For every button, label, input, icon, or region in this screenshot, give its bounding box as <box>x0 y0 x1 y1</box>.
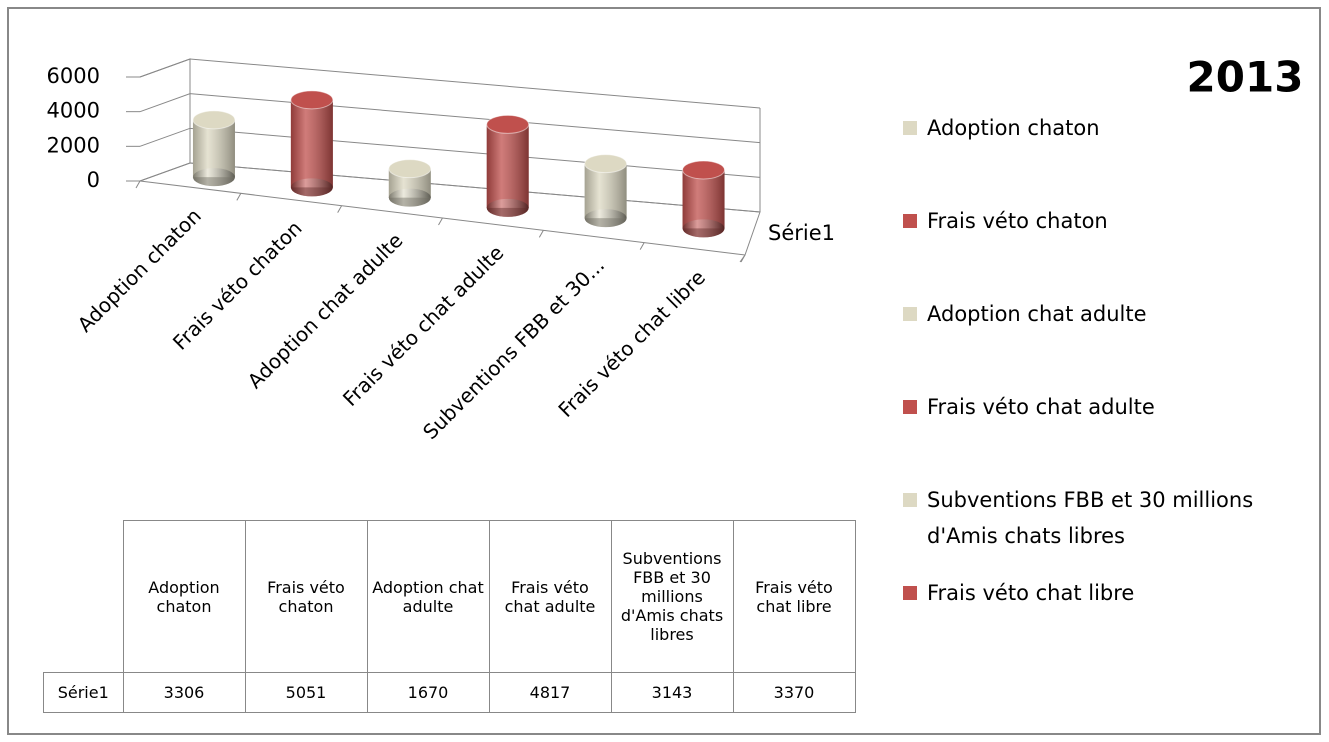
bar-top <box>290 90 334 110</box>
bar-shade <box>192 119 235 178</box>
bar-top <box>486 114 530 134</box>
legend-item: Frais véto chat libre <box>903 575 1323 611</box>
table-cell: 5051 <box>244 672 368 713</box>
legend-item: Subventions FBB et 30 millions d'Amis ch… <box>903 482 1323 554</box>
table-header-cell: Frais véto chat adulte <box>488 520 612 673</box>
table-corner <box>43 520 124 673</box>
legend-label: Frais véto chat libre <box>927 581 1135 605</box>
table-header-cell: Subventions FBB et 30 millions d'Amis ch… <box>610 520 734 673</box>
y-tick-label: 4000 <box>47 99 100 123</box>
legend-item: Frais véto chaton <box>903 203 1323 239</box>
bar-top <box>584 154 628 174</box>
legend-item: Frais véto chat adulte <box>903 389 1323 425</box>
legend-swatch <box>903 400 917 414</box>
legend-label: Adoption chat adulte <box>927 302 1147 326</box>
x-tick <box>538 230 544 238</box>
legend-item: Adoption chat adulte <box>903 296 1323 332</box>
table-header-cell: Frais véto chat libre <box>732 520 856 673</box>
grid-line <box>139 93 761 144</box>
legend-swatch <box>903 307 917 321</box>
legend-label: Frais véto chat adulte <box>927 395 1155 419</box>
bar-shade <box>682 169 725 229</box>
table-header-cell: Adoption chat adulte <box>366 520 490 673</box>
bar-base-shade <box>192 168 235 187</box>
series-axis-label: Série1 <box>768 221 835 245</box>
legend-swatch <box>903 493 917 507</box>
legend-label: Frais véto chaton <box>927 209 1108 233</box>
bar-shade <box>290 99 333 188</box>
table-header-cell: Frais véto chaton <box>244 520 368 673</box>
legend-label: Subventions FBB et 30 millions d'Amis ch… <box>927 488 1254 548</box>
bar-base-shade <box>682 219 725 238</box>
y-tick-label: 2000 <box>47 133 100 157</box>
table-row: Série1 3306 5051 1670 4817 3143 3370 <box>43 672 856 713</box>
grid-line <box>139 162 761 213</box>
table-header-cell: Adoption chaton <box>122 520 246 673</box>
bar-top <box>388 159 432 179</box>
bar-top <box>192 110 236 130</box>
chart-title: 2013 <box>1187 53 1304 102</box>
y-tick-label: 0 <box>87 168 100 192</box>
bar-base-shade <box>388 188 431 207</box>
x-tick <box>639 242 645 250</box>
table-cell: 1670 <box>366 672 490 713</box>
x-tick-label: Subventions FBB et 30... <box>418 253 609 444</box>
bar-top <box>682 160 726 180</box>
legend-label: Adoption chaton <box>927 116 1100 140</box>
x-tick-label: Adoption chaton <box>73 204 206 337</box>
side-wall <box>139 58 191 182</box>
bar-base-shade <box>584 209 627 228</box>
bar-base-shade <box>290 178 333 197</box>
legend-item: Adoption chaton <box>903 110 1323 146</box>
chart-border <box>7 7 1321 735</box>
bar-shade <box>486 124 529 208</box>
legend-swatch <box>903 121 917 135</box>
legend-swatch <box>903 214 917 228</box>
x-tick <box>135 180 141 189</box>
table-cell: 3306 <box>122 672 246 713</box>
table-cell: 3370 <box>732 672 856 713</box>
table-row-header: Série1 <box>43 672 124 713</box>
table-cell: 3143 <box>610 672 734 713</box>
x-tick <box>337 205 343 213</box>
depth-tick <box>739 254 746 263</box>
x-tick <box>236 193 242 201</box>
grid-line <box>139 127 761 178</box>
y-tick-label: 6000 <box>47 64 100 88</box>
table-cell: 4817 <box>488 672 612 713</box>
legend-swatch <box>903 586 917 600</box>
x-tick <box>438 217 443 226</box>
grid-line <box>139 58 761 109</box>
table-header-row: Adoption chaton Frais véto chaton Adoption… <box>43 520 856 673</box>
data-table: Adoption chaton Frais véto chaton Adoption… <box>43 520 856 713</box>
bar-base-shade <box>486 198 529 217</box>
